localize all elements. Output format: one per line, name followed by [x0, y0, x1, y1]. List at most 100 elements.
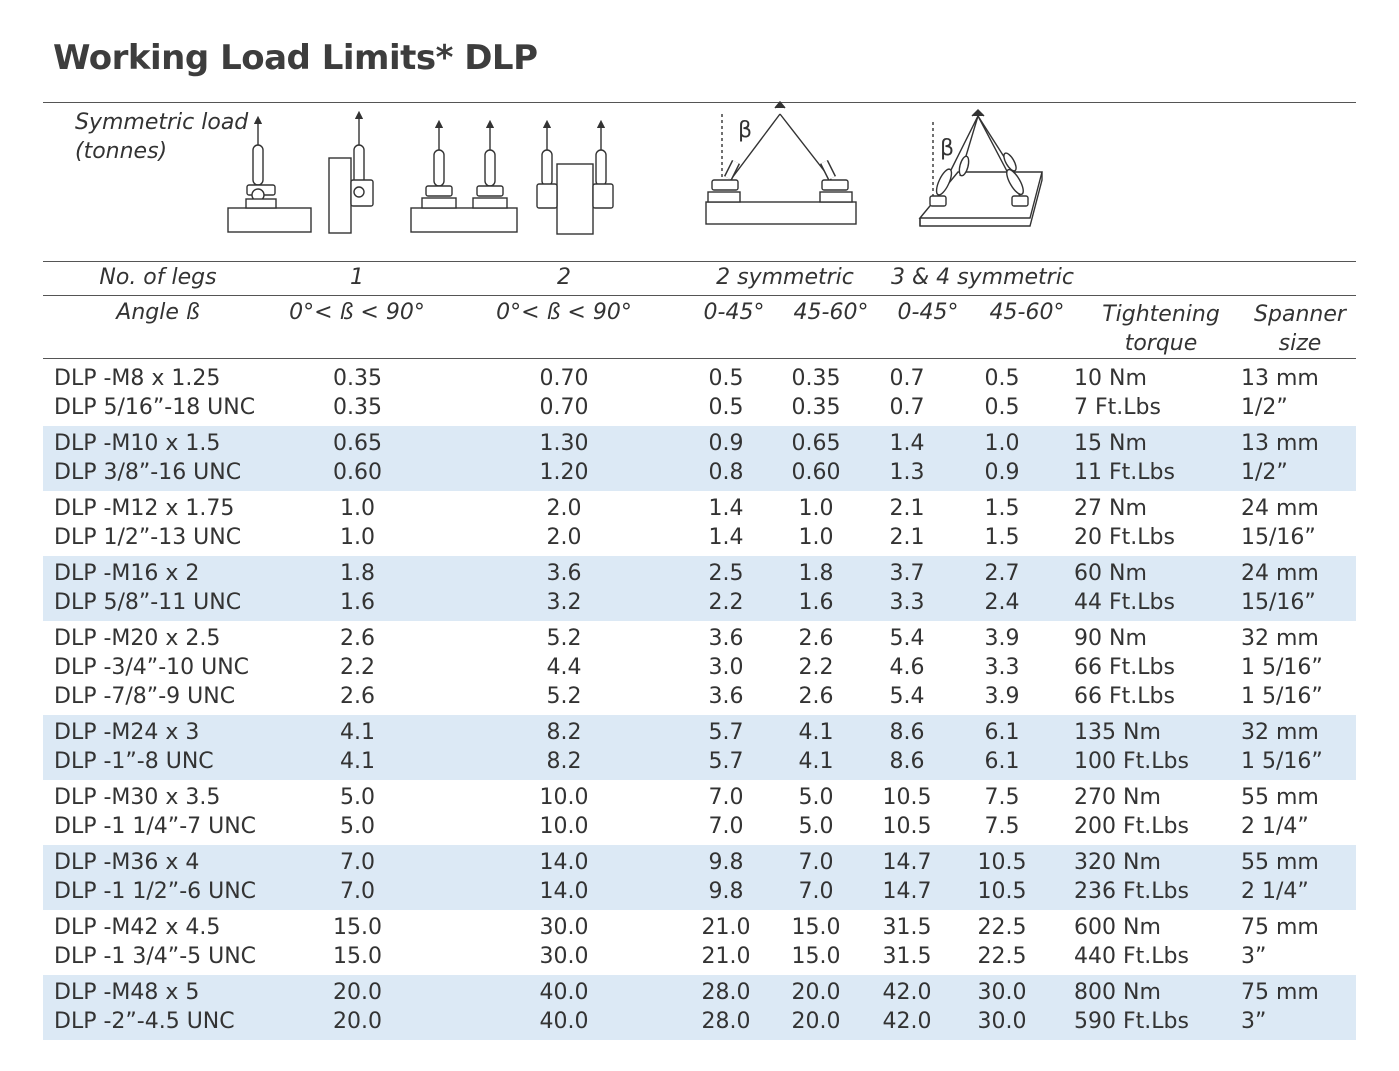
table-cell: 0.60	[333, 460, 382, 485]
table-cell: 100 Ft.Lbs	[1074, 749, 1189, 774]
table-cell: 1.0	[340, 525, 375, 550]
table-cell: 20.0	[791, 980, 841, 1005]
table-cell: DLP -M24 x 3	[54, 720, 200, 745]
table-cell: 13 mm	[1241, 431, 1319, 456]
table-cell: 1.6	[798, 590, 834, 615]
table-row: DLP -M12 x 1.75 1.0 2.0 1.4 1.0 2.1 1.5 27 Nm 24…	[43, 491, 1356, 523]
angle-label: Angle ß	[116, 300, 200, 325]
table-cell: 66 Ft.Lbs	[1074, 684, 1175, 709]
table-cell: 42.0	[882, 980, 932, 1005]
legs-2-symmetric: 2 symmetric	[716, 265, 854, 290]
table-cell: 6.1	[984, 749, 1020, 774]
table-cell: 5.4	[889, 626, 925, 651]
table-cell: 75 mm	[1241, 980, 1319, 1005]
table-cell: 14.7	[882, 850, 932, 875]
table-cell: 10.5	[882, 814, 932, 839]
table-cell: DLP -M20 x 2.5	[54, 626, 221, 651]
table-cell: DLP 5/16”-18 UNC	[54, 395, 256, 420]
angle-2: 0°< ß < 90°	[496, 300, 632, 325]
table-cell: 2 1/4”	[1241, 814, 1309, 839]
table-cell: DLP -M36 x 4	[54, 850, 200, 875]
bolt-size-group: DLP -M12 x 1.75 1.0 2.0 1.4 1.0 2.1 1.5 27 Nm 24…	[43, 491, 1356, 556]
four-leg-symmetric-diagram	[918, 109, 1043, 227]
table-cell: 1.0	[798, 496, 834, 521]
table-cell: 270 Nm	[1074, 785, 1161, 810]
table-cell: 60 Nm	[1074, 561, 1147, 586]
table-cell: 10.5	[977, 850, 1027, 875]
table-cell: DLP -3/4”-10 UNC	[54, 655, 250, 680]
table-row: DLP -1 1/2”-6 UNC 7.0 14.0 9.8 7.0 14.7 10.5 23…	[43, 877, 1356, 910]
table-cell: 5.2	[546, 626, 582, 651]
table-cell: 3.2	[546, 590, 582, 615]
table-cell: 7 Ft.Lbs	[1074, 395, 1161, 420]
table-cell: 0.35	[791, 366, 841, 391]
table-cell: 7.0	[708, 785, 744, 810]
table-cell: 5.0	[798, 785, 834, 810]
table-cell: DLP 1/2”-13 UNC	[54, 525, 242, 550]
angle-2sym-a: 0-45°	[703, 300, 765, 325]
table-cell: 2.4	[984, 590, 1020, 615]
table-cell: 1.0	[984, 431, 1020, 456]
table-cell: 4.6	[889, 655, 925, 680]
table-cell: DLP -M30 x 3.5	[54, 785, 221, 810]
top-rule	[43, 102, 1356, 103]
table-cell: DLP -M42 x 4.5	[54, 915, 221, 940]
table-cell: 14.0	[539, 879, 589, 904]
table-cell: 15.0	[333, 915, 382, 940]
table-cell: 2.0	[546, 496, 582, 521]
table-cell: 0.9	[984, 460, 1020, 485]
table-cell: 8.2	[546, 749, 582, 774]
table-row: DLP -M16 x 2 1.8 3.6 2.5 1.8 3.7 2.7 60 Nm 24 mm	[43, 556, 1356, 588]
table-cell: 11 Ft.Lbs	[1074, 460, 1175, 485]
bolt-size-group: DLP -M16 x 2 1.8 3.6 2.5 1.8 3.7 2.7 60 Nm 24 mm…	[43, 556, 1356, 621]
legs-label: No. of legs	[99, 265, 217, 290]
table-cell: 0.5	[708, 395, 744, 420]
table-row: DLP -M20 x 2.5 2.6 5.2 3.6 2.6 5.4 3.9 90 Nm 32 …	[43, 621, 1356, 653]
angle-rule	[43, 295, 1356, 296]
table-cell: 1/2”	[1241, 460, 1288, 485]
table-cell: 3.3	[984, 655, 1020, 680]
table-cell: 3.6	[708, 684, 744, 709]
table-cell: 7.0	[798, 879, 834, 904]
table-cell: 2.6	[340, 626, 375, 651]
table-cell: 14.0	[539, 850, 589, 875]
table-cell: 6.1	[984, 720, 1020, 745]
table-cell: 3”	[1241, 1009, 1267, 1034]
table-cell: 0.5	[708, 366, 744, 391]
table-cell: 22.5	[977, 944, 1027, 969]
spanner-size-header: Spanner size	[1240, 300, 1360, 358]
table-cell: 4.4	[546, 655, 582, 680]
data-rule	[43, 358, 1356, 359]
table-cell: 1.4	[708, 525, 744, 550]
table-cell: 21.0	[701, 915, 751, 940]
table-cell: DLP -1”-8 UNC	[54, 749, 214, 774]
table-row: DLP 5/8”-11 UNC 1.6 3.2 2.2 1.6 3.3 2.4 44 Ft.L…	[43, 588, 1356, 621]
table-cell: 44 Ft.Lbs	[1074, 590, 1175, 615]
table-cell: 200 Ft.Lbs	[1074, 814, 1189, 839]
table-cell: 5.0	[340, 785, 375, 810]
table-cell: 30.0	[539, 944, 589, 969]
table-cell: 0.70	[539, 395, 589, 420]
table-cell: DLP -M16 x 2	[54, 561, 200, 586]
page-title: Working Load Limits* DLP	[53, 38, 538, 78]
table-cell: 15.0	[791, 944, 841, 969]
table-cell: DLP -1 1/4”-7 UNC	[54, 814, 257, 839]
beta-label-4leg: β	[940, 136, 955, 161]
table-cell: 0.8	[708, 460, 744, 485]
table-cell: 15.0	[333, 944, 382, 969]
table-cell: 7.0	[340, 850, 375, 875]
bolt-size-group: DLP -M8 x 1.25 0.35 0.70 0.5 0.35 0.7 0.5 10 Nm…	[43, 361, 1356, 426]
bolt-size-group: DLP -M42 x 4.5 15.0 30.0 21.0 15.0 31.5 22.5 60…	[43, 910, 1356, 975]
table-cell: 1/2”	[1241, 395, 1288, 420]
table-cell: 2.6	[798, 684, 834, 709]
table-row: DLP -1 3/4”-5 UNC 15.0 30.0 21.0 15.0 31.5 22.…	[43, 942, 1356, 975]
two-leg-side-diagram	[536, 119, 614, 235]
table-cell: 13 mm	[1241, 366, 1319, 391]
table-cell: DLP 5/8”-11 UNC	[54, 590, 242, 615]
table-cell: 7.5	[984, 785, 1020, 810]
angle-1: 0°< ß < 90°	[289, 300, 425, 325]
table-cell: 31.5	[882, 915, 932, 940]
table-cell: 4.1	[340, 720, 375, 745]
table-cell: 20.0	[333, 1009, 382, 1034]
table-cell: 0.5	[984, 395, 1020, 420]
